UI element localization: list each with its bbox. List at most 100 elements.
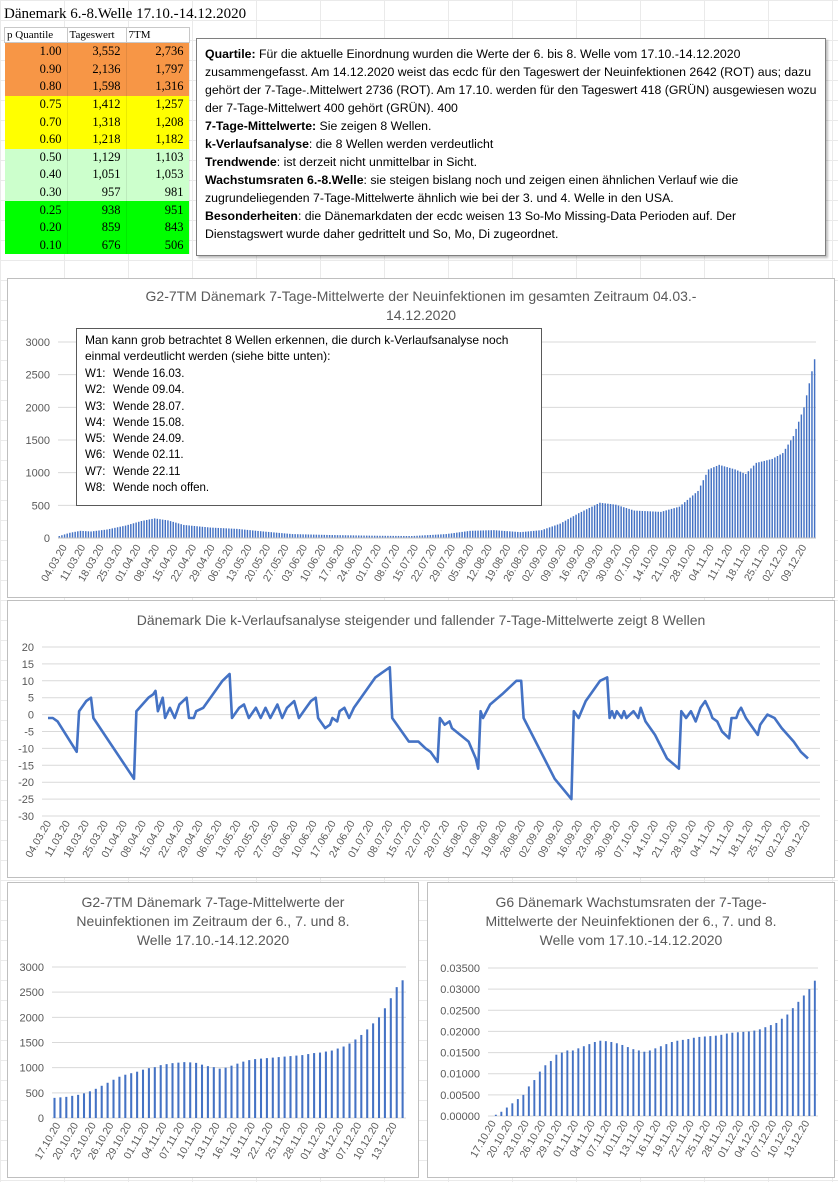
chart-kverlauf[interactable]: Dänemark Die k-Verlaufsanalyse steigende… [7, 600, 835, 878]
quantile-p: 0.80 [4, 78, 68, 96]
full-bar [418, 535, 421, 538]
full-bar [196, 526, 198, 538]
full-bar [331, 535, 333, 538]
full-bar [723, 466, 726, 538]
full-bar [381, 535, 384, 538]
full-bar [283, 533, 286, 538]
full-bar [360, 535, 363, 538]
full-bar [758, 462, 760, 538]
callout-wave-text: Wende 22.11 [113, 465, 181, 478]
full-bar [143, 520, 145, 538]
wave678-bar [106, 1082, 109, 1118]
growth-bar [753, 1030, 756, 1116]
growth-bar [780, 1018, 783, 1116]
kverlauf-y-tick-label: 15 [22, 659, 34, 671]
full-bar [214, 527, 217, 538]
wave678-bar [283, 1056, 286, 1118]
growth-bar [571, 1050, 574, 1116]
full-bar [291, 534, 294, 538]
callout-intro: Man kann grob betrachtet 8 Wellen erkenn… [85, 333, 509, 363]
chart-growth-title-line3: Welle vom 17.10.-14.12.2020 [539, 932, 723, 948]
chart-wave678[interactable]: G2-7TM Dänemark 7-Tage-Mittelwerte der N… [7, 882, 419, 1178]
full-bar [517, 531, 519, 538]
full-bar [445, 534, 447, 538]
full-bar [800, 414, 803, 538]
full-bar [739, 471, 742, 538]
callout-wave-item: W1: Wende 16.03. [85, 366, 533, 382]
quantile-tageswert: 1,412 [67, 95, 127, 114]
full-bar [628, 508, 630, 538]
quantile-tageswert: 1,218 [67, 130, 127, 149]
growth-bar [527, 1086, 530, 1116]
full-bar [554, 525, 556, 538]
full-bar [670, 508, 673, 538]
full-bar [159, 519, 161, 538]
full-bar [474, 530, 477, 538]
full-bar [660, 511, 662, 538]
full-bar [813, 359, 816, 538]
kverlauf-y-tick-label: 5 [28, 693, 34, 705]
full-bar [270, 532, 273, 538]
full-bar [790, 440, 792, 538]
full-bar [646, 511, 649, 538]
full-bar [588, 507, 591, 538]
full-bar [506, 531, 508, 538]
full-bar [106, 529, 108, 538]
callout-wave-text: Wende 09.04. [113, 384, 185, 397]
full-bar [564, 520, 567, 538]
wave678-bar [383, 1008, 386, 1118]
note-mittel-label: 7-Tage-Mittelwerte: [205, 119, 317, 133]
header-7tm: 7TM [125, 27, 190, 43]
quantile-7tm: 1,797 [126, 60, 190, 79]
full-bar [212, 527, 214, 538]
full-bar [310, 534, 312, 538]
quantile-7tm: 506 [126, 236, 190, 255]
growth-bar [522, 1094, 525, 1116]
full-bar [95, 530, 98, 538]
callout-wave-label: W6: [85, 449, 106, 462]
wave678-bar [100, 1085, 103, 1118]
wave678-bar [348, 1043, 351, 1118]
full-bar [387, 535, 389, 538]
wave678-y-tick-label: 500 [26, 1088, 44, 1100]
wave678-bar [59, 1097, 62, 1118]
full-bar [623, 507, 625, 538]
full-bar [479, 530, 482, 538]
full-bar [649, 511, 652, 538]
full-bar [607, 503, 609, 538]
wave678-bar [289, 1056, 292, 1118]
full-bar [490, 530, 492, 538]
quantile-row: 0.25 938 951 [4, 201, 190, 219]
quantile-table: p Quantile Tageswert 7TM 1.00 3,552 2,736 0… [4, 27, 190, 255]
full-bar [768, 459, 771, 538]
full-bar [686, 499, 689, 538]
wave678-bar [318, 1052, 322, 1118]
growth-bar [654, 1048, 657, 1116]
full-bar [58, 536, 60, 538]
kverlauf-y-tick-label: -5 [24, 727, 34, 739]
growth-bar [533, 1080, 536, 1116]
full-bar [556, 524, 559, 538]
full-bar [774, 457, 776, 538]
wave678-bar [301, 1055, 304, 1118]
growth-bar [769, 1025, 772, 1116]
wave678-bar [324, 1051, 327, 1118]
wave678-bar [130, 1073, 133, 1118]
callout-wave-item: W2: Wende 09.04. [85, 382, 533, 398]
callout-wave-label: W4: [85, 416, 106, 429]
kverlauf-y-tick-label: -10 [18, 743, 34, 755]
full-bar [71, 532, 74, 538]
chart-growth[interactable]: G6 Dänemark Wachstumsraten der 7-Tage- M… [427, 882, 835, 1178]
growth-bar [516, 1099, 519, 1116]
kverlauf-y-tick-label: 10 [22, 676, 34, 688]
wave678-bar [177, 1062, 180, 1118]
growth-y-tick-label: 0.02500 [440, 1005, 480, 1017]
callout-wave-item: W3: Wende 28.07. [85, 399, 533, 415]
full-bar [85, 531, 87, 538]
full-bar [442, 534, 445, 538]
full-bar [503, 530, 506, 538]
full-y-tick-label: 0 [44, 533, 50, 545]
full-bar [424, 535, 426, 538]
growth-y-tick-label: 0.00000 [440, 1111, 480, 1123]
chart-full-period[interactable]: G2-7TM Dänemark 7-Tage-Mittelwerte der N… [7, 278, 835, 598]
